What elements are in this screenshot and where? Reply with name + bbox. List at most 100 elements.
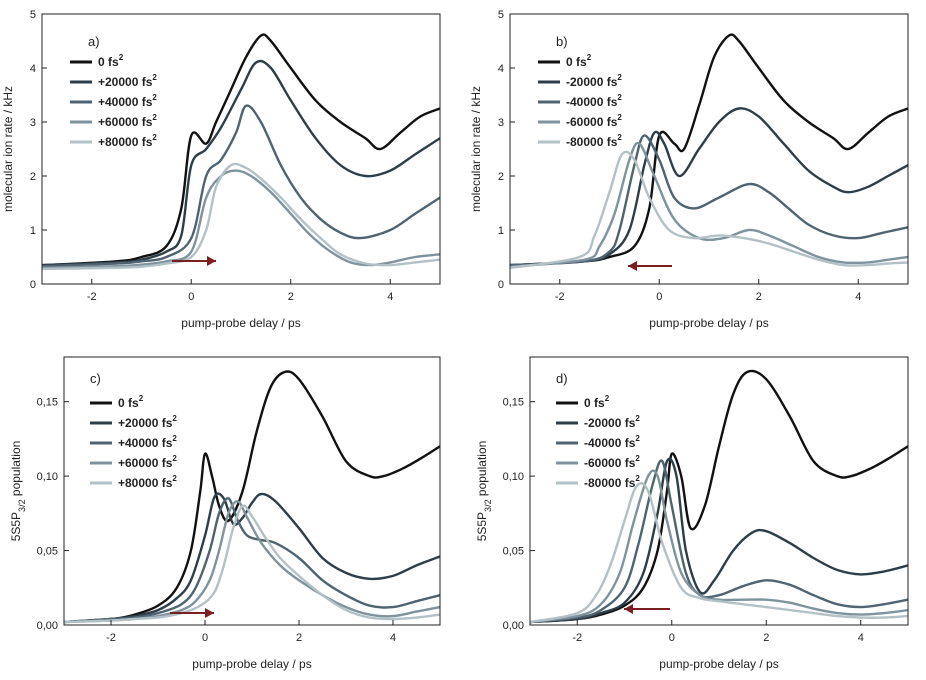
x-axis-label: pump-probe delay / ps xyxy=(649,316,768,330)
series-line-4 xyxy=(64,500,440,624)
x-tick-label: 4 xyxy=(387,291,393,303)
series-line-2 xyxy=(510,107,908,267)
arrow-left-icon xyxy=(624,604,670,614)
x-tick-label: -2 xyxy=(572,632,582,644)
y-axis-label: molecular ion rate / kHz xyxy=(1,86,15,212)
x-tick-label: -2 xyxy=(87,291,97,303)
chart-panel-1: -2 0 2 4 0 1 2 3 4 5 pump-probe delay / ps molecula… xyxy=(1,9,441,330)
y-tick-label: 2 xyxy=(30,171,36,183)
x-tick-label: 0 xyxy=(202,632,208,644)
series-line-4 xyxy=(42,169,440,269)
x-tick-label: 4 xyxy=(858,632,864,644)
y-tick-label: 5 xyxy=(498,9,504,21)
x-tick-label: 2 xyxy=(288,291,294,303)
legend-entry: -20000 fs2 xyxy=(584,414,640,430)
y-axis-label: 5S5P3/2 population xyxy=(9,441,27,542)
legend-entry: +80000 fs2 xyxy=(118,474,177,490)
arrow-right-icon xyxy=(172,256,216,266)
x-tick-label: 4 xyxy=(855,291,861,303)
legend-entry: +20000 fs2 xyxy=(98,73,157,89)
series-line-4 xyxy=(510,141,908,268)
series-line-2 xyxy=(64,492,440,624)
series-line-5 xyxy=(530,482,908,624)
plot-frame xyxy=(529,356,909,626)
legend-entry: +60000 fs2 xyxy=(98,113,157,129)
plot-frame xyxy=(509,13,909,285)
series-line-5 xyxy=(510,150,908,269)
legend-entry: +80000 fs2 xyxy=(98,133,157,149)
panel-label: a) xyxy=(88,34,100,49)
series-line-1 xyxy=(64,370,440,624)
y-tick-label: 0 xyxy=(30,279,36,291)
panel-label: d) xyxy=(556,371,568,386)
x-tick-label: 4 xyxy=(390,632,396,644)
legend-entry: +40000 fs2 xyxy=(118,434,177,450)
y-tick-label: 5 xyxy=(30,9,36,21)
y-tick-label: 0,05 xyxy=(503,546,524,558)
x-axis-label: pump-probe delay / ps xyxy=(659,657,778,671)
legend: 0 fs2 -20000 fs2 -40000 fs2 -60000 fs2 -8000… xyxy=(556,394,640,490)
y-tick-label: 0,00 xyxy=(37,620,58,632)
y-axis-label: 5S5P3/2 population xyxy=(475,441,493,542)
series-line-3 xyxy=(510,134,908,267)
series-line-3 xyxy=(64,497,440,624)
y-tick-label: 0,10 xyxy=(503,471,524,483)
chart-panel-3: -2 0 2 4 0,00 0,05 0,10 0,15 pump-probe delay / … xyxy=(9,356,441,671)
legend-entry: -80000 fs2 xyxy=(566,133,622,149)
x-tick-label: 2 xyxy=(763,632,769,644)
x-tick-label: 2 xyxy=(756,291,762,303)
legend-entry: 0 fs2 xyxy=(98,53,124,69)
legend-entry: 0 fs2 xyxy=(566,53,592,69)
series-line-1 xyxy=(42,33,440,267)
y-axis-label: molecular ion rate / kHz xyxy=(469,86,483,212)
legend-entry: +40000 fs2 xyxy=(98,93,157,109)
y-tick-label: 4 xyxy=(30,63,36,75)
legend-entry: -60000 fs2 xyxy=(566,113,622,129)
x-axis-label: pump-probe delay / ps xyxy=(181,316,300,330)
legend-entry: 0 fs2 xyxy=(584,394,610,410)
x-tick-label: -2 xyxy=(555,291,565,303)
series-line-5 xyxy=(42,162,440,271)
x-tick-label: 2 xyxy=(296,632,302,644)
y-tick-label: 0 xyxy=(498,279,504,291)
legend-entry: -40000 fs2 xyxy=(584,434,640,450)
series-line-2 xyxy=(42,59,440,267)
series-line-5 xyxy=(64,504,440,624)
chart-panel-2: -2 0 2 4 0 1 2 3 4 5 pump-probe delay / ps molecula… xyxy=(469,9,909,330)
series-line-3 xyxy=(42,104,440,268)
legend-entry: -60000 fs2 xyxy=(584,454,640,470)
y-tick-label: 0,05 xyxy=(37,546,58,558)
x-tick-label: -2 xyxy=(106,632,116,644)
chart-panel-4: -2 0 2 4 0,00 0,05 0,10 0,15 pump-probe delay / … xyxy=(475,356,909,671)
legend-entry: -20000 fs2 xyxy=(566,73,622,89)
y-tick-label: 3 xyxy=(498,117,504,129)
legend-entry: -40000 fs2 xyxy=(566,93,622,109)
arrow-left-icon xyxy=(628,261,672,271)
series-line-1 xyxy=(510,33,908,267)
legend: 0 fs2 +20000 fs2 +40000 fs2 +60000 fs2 +8000… xyxy=(70,53,157,149)
y-tick-label: 4 xyxy=(498,63,504,75)
series-line-1 xyxy=(530,369,908,624)
panel-label: c) xyxy=(90,371,101,386)
arrow-right-icon xyxy=(170,608,214,618)
legend-entry: -80000 fs2 xyxy=(584,474,640,490)
legend-entry: +60000 fs2 xyxy=(118,454,177,470)
x-tick-label: 0 xyxy=(669,632,675,644)
y-tick-label: 0,00 xyxy=(503,620,524,632)
y-tick-label: 0,10 xyxy=(37,471,58,483)
y-tick-label: 3 xyxy=(30,117,36,129)
legend-entry: 0 fs2 xyxy=(118,394,144,410)
series-line-4 xyxy=(530,469,908,624)
y-tick-label: 2 xyxy=(498,171,504,183)
x-axis-label: pump-probe delay / ps xyxy=(192,657,311,671)
legend-entry: +20000 fs2 xyxy=(118,414,177,430)
series-line-2 xyxy=(530,457,908,624)
y-tick-label: 1 xyxy=(30,225,36,237)
legend: 0 fs2 -20000 fs2 -40000 fs2 -60000 fs2 -8000… xyxy=(538,53,622,149)
x-tick-label: 0 xyxy=(656,291,662,303)
y-tick-label: 0,15 xyxy=(37,397,58,409)
y-tick-label: 1 xyxy=(498,225,504,237)
plot-frame xyxy=(41,13,441,285)
x-tick-label: 0 xyxy=(188,291,194,303)
